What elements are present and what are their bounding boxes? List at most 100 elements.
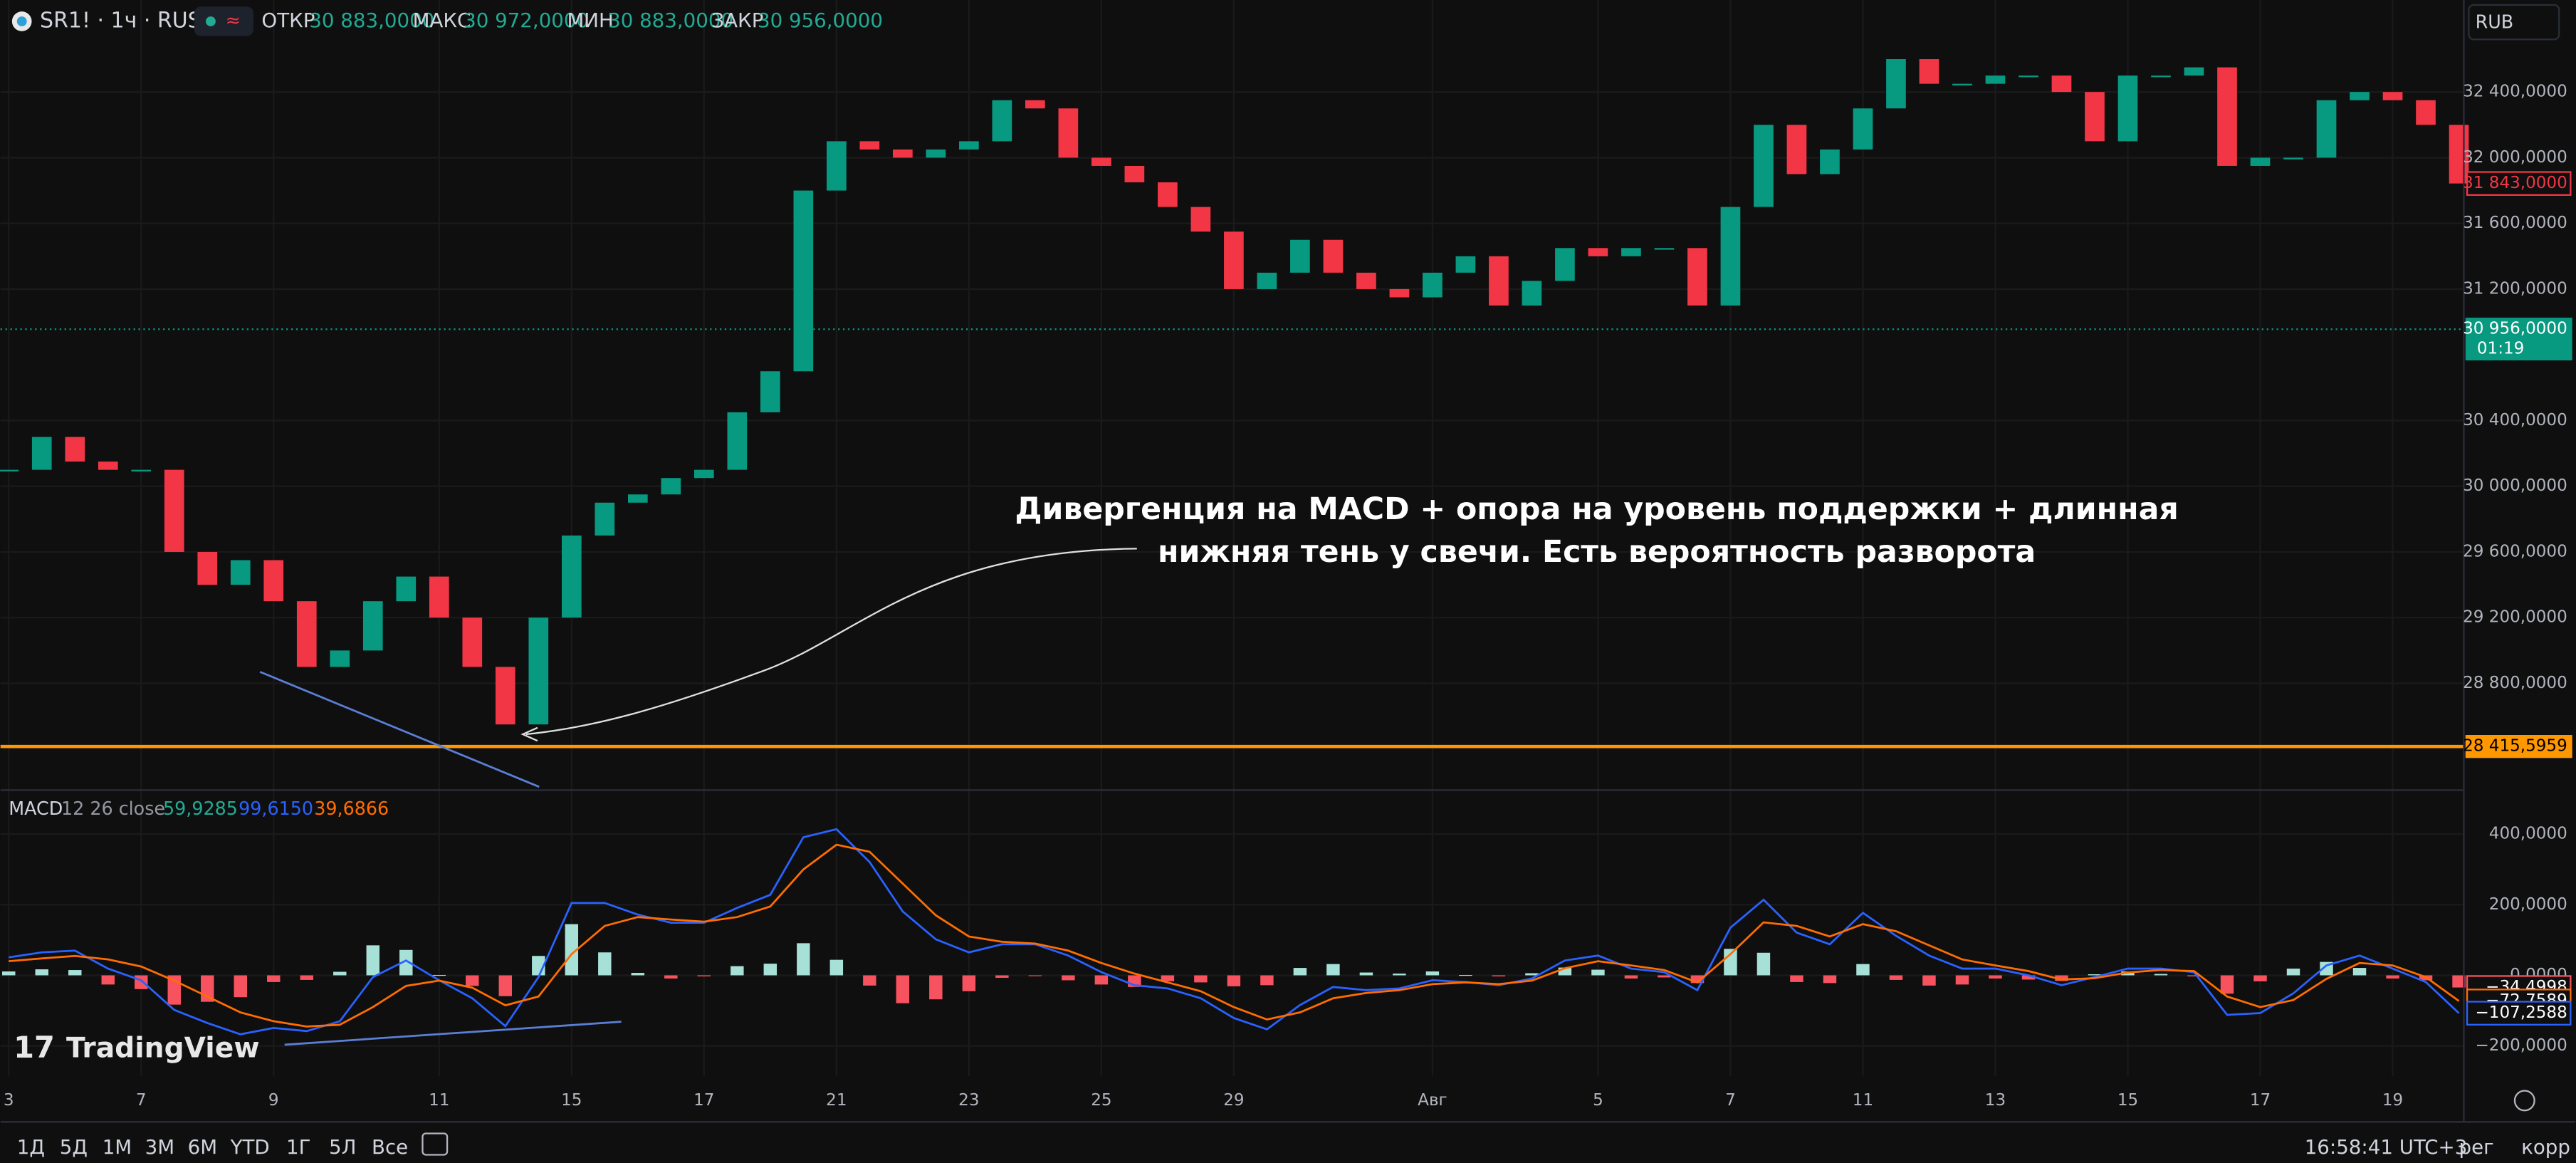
x-tick-label: 15 — [2117, 1091, 2138, 1110]
histogram-bar — [1756, 952, 1771, 976]
histogram-bar — [2286, 969, 2300, 976]
candle — [1389, 288, 1410, 298]
histogram-bar — [399, 949, 413, 976]
y-tick-label: 200,0000 — [2489, 895, 2567, 914]
histogram-bar — [2452, 975, 2466, 988]
histogram-bar — [1624, 975, 1638, 979]
x-tick-label: 25 — [1091, 1091, 1111, 1110]
range-button[interactable]: 3М — [145, 1135, 174, 1159]
candle — [1588, 248, 1608, 256]
adjust[interactable]: корр — [2521, 1135, 2570, 1159]
x-tick-label: 15 — [561, 1091, 582, 1110]
level-badge — [2465, 735, 2572, 758]
candle — [1654, 248, 1675, 250]
candle — [0, 469, 19, 471]
histogram-bar — [2154, 974, 2168, 976]
histogram-bar — [2, 971, 16, 976]
trend-line — [284, 1021, 622, 1046]
candle — [263, 560, 284, 602]
candle — [1455, 256, 1476, 273]
candle — [1356, 272, 1376, 289]
status-icon: ≈ — [226, 9, 241, 31]
candle — [959, 141, 979, 150]
candle — [1754, 125, 1774, 207]
histogram-bar — [2187, 975, 2201, 976]
legend-value: 39,6866 — [314, 798, 389, 819]
histogram-bar — [1525, 973, 1539, 976]
range-button[interactable]: 1М — [103, 1135, 132, 1159]
candle — [396, 576, 417, 602]
candle — [31, 437, 52, 470]
histogram-bar — [466, 975, 479, 986]
range-button[interactable]: YTD — [230, 1135, 270, 1159]
last-price-badge — [2466, 171, 2572, 196]
histogram-bar — [432, 974, 446, 976]
histogram-bar — [1260, 975, 1274, 986]
candle — [2019, 75, 2038, 78]
candle — [65, 437, 85, 462]
range-button[interactable]: 1Г — [286, 1135, 310, 1159]
candle — [296, 601, 317, 667]
candle — [2350, 92, 2370, 100]
x-tick-label: 7 — [136, 1091, 147, 1110]
candle — [926, 149, 946, 158]
histogram-bar — [565, 924, 579, 976]
histogram-bar — [1724, 949, 1737, 976]
range-button[interactable]: 6М — [188, 1135, 217, 1159]
logo-mark: 17 — [14, 1030, 55, 1065]
histogram-bar — [731, 966, 744, 976]
session[interactable]: рег — [2459, 1135, 2494, 1159]
y-tick-label: 32 400,0000 — [2463, 83, 2567, 101]
range-button[interactable]: 1Д — [17, 1135, 45, 1159]
ohlc-value: 30 972,0000 — [464, 9, 589, 32]
clock: 16:58:41 UTC+3 — [2305, 1135, 2468, 1159]
date-range-icon[interactable] — [422, 1132, 449, 1156]
histogram-bar — [267, 975, 281, 982]
range-button[interactable]: Все — [372, 1135, 408, 1159]
candle — [2316, 100, 2337, 158]
candle — [462, 617, 483, 667]
histogram-bar — [1094, 975, 1109, 985]
candle — [1025, 100, 1045, 109]
toolbar: 1Д 5Д 1М 3М 6М YTD 1Г 5Л Все — [17, 1135, 408, 1159]
histogram-bar — [1393, 974, 1406, 976]
signal-line — [9, 843, 2460, 1028]
candle — [1290, 239, 1310, 273]
histogram-bar — [631, 973, 645, 976]
candle — [2117, 75, 2138, 142]
watermark: TradingView — [66, 1032, 260, 1064]
y-tick-label: 29 200,0000 — [2463, 608, 2567, 627]
candle — [893, 149, 913, 158]
value-badge — [2466, 1001, 2572, 1026]
candle — [1423, 272, 1443, 298]
candle — [1323, 239, 1344, 273]
candle — [2151, 75, 2171, 78]
ohlc-label: ОТКР — [261, 9, 315, 32]
arrow — [525, 548, 1137, 736]
histogram-bar — [1889, 975, 1903, 980]
symbol[interactable]: SR1! · 1ч · RUS — [40, 8, 201, 33]
settings-icon[interactable] — [2513, 1090, 2535, 1112]
candle — [2051, 75, 2072, 93]
histogram-bar — [1194, 975, 1208, 983]
candle — [1058, 108, 1079, 158]
candle — [1853, 108, 1873, 150]
range-button[interactable]: 5Л — [329, 1135, 356, 1159]
currency: RUB — [2476, 11, 2514, 32]
candle — [131, 469, 152, 471]
candle — [1555, 248, 1575, 281]
currency-button[interactable] — [2468, 4, 2560, 41]
candle — [1952, 83, 1972, 85]
histogram-bar — [1062, 975, 1075, 981]
annotation-text: нижняя тень у свечи. Есть вероятность ра… — [1158, 534, 2036, 570]
histogram-bar — [1823, 975, 1837, 984]
ohlc-value: 30 956,0000 — [758, 9, 883, 32]
candle — [727, 412, 748, 470]
candle — [1820, 149, 1840, 174]
histogram-bar — [1658, 975, 1671, 978]
histogram-bar — [598, 952, 612, 976]
histogram-bar — [366, 945, 380, 976]
range-button[interactable]: 5Д — [60, 1135, 88, 1159]
status-pill[interactable] — [194, 6, 253, 36]
